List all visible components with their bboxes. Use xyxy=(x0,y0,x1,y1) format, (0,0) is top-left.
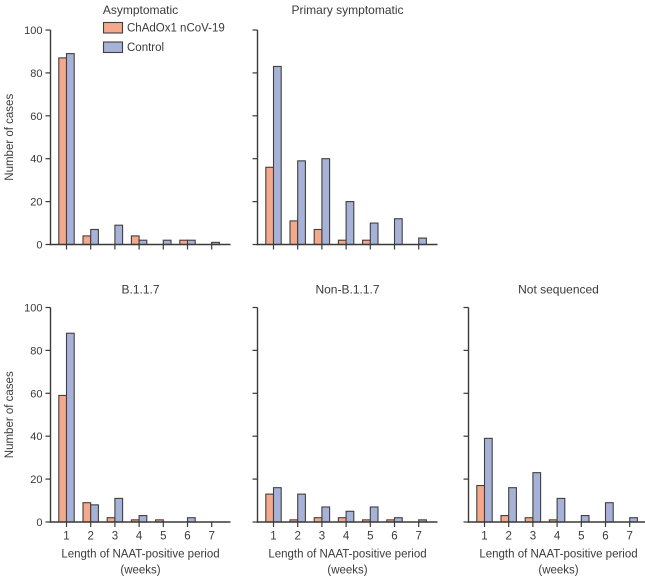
bar-control-week-2 xyxy=(90,228,99,246)
bar-control-week-1 xyxy=(65,53,75,246)
x-tick-label: 5 xyxy=(367,531,373,543)
x-axis-label-line1: Length of NAAT-positive period xyxy=(61,549,219,561)
y-tick-label: 40 xyxy=(30,154,42,166)
y-tick-label: 0 xyxy=(36,240,42,252)
bar-control-week-6 xyxy=(393,218,403,246)
bar-control-week-1 xyxy=(272,65,282,246)
x-axis-label-line2: (weeks) xyxy=(538,565,578,577)
subplot-title: B.1.1.7 xyxy=(121,283,159,297)
bar-chadox-week-4 xyxy=(130,235,140,246)
bar-control-week-4 xyxy=(138,515,148,523)
bar-chadox-week-1 xyxy=(265,166,275,246)
bar-control-week-3 xyxy=(321,506,331,523)
subplot-title: Not sequenced xyxy=(518,283,599,297)
bar-control-week-2 xyxy=(508,487,517,523)
legend-label-control: Control xyxy=(127,42,164,54)
x-tick-label: 6 xyxy=(602,531,608,543)
subplot-title: Primary symptomatic xyxy=(291,3,403,17)
y-tick-label: 80 xyxy=(30,345,42,357)
bar-control-week-5 xyxy=(580,515,590,523)
x-tick-label: 1 xyxy=(481,531,487,543)
x-tick-label: 4 xyxy=(136,531,143,543)
bar-chadox-week-2 xyxy=(500,515,510,523)
x-tick-label: 3 xyxy=(112,531,118,543)
bar-control-week-5 xyxy=(369,506,379,523)
x-tick-label: 3 xyxy=(530,531,536,543)
bar-control-week-7 xyxy=(418,237,427,246)
bar-control-week-4 xyxy=(556,497,566,523)
bar-control-week-3 xyxy=(321,158,331,246)
x-axis-label-line1: Length of NAAT-positive period xyxy=(268,549,426,561)
bar-control-week-2 xyxy=(90,504,99,523)
bar-control-week-2 xyxy=(297,160,306,246)
x-tick-label: 7 xyxy=(415,531,421,543)
bar-control-week-2 xyxy=(297,493,306,523)
x-tick-label: 1 xyxy=(270,531,276,543)
bar-control-week-1 xyxy=(65,332,75,523)
y-tick-label: 80 xyxy=(30,68,42,80)
bar-control-week-1 xyxy=(483,437,493,523)
bar-control-week-1 xyxy=(272,487,282,523)
y-axis-label: Number of cases xyxy=(4,371,16,458)
bar-control-week-4 xyxy=(345,201,355,246)
x-tick-label: 7 xyxy=(208,531,214,543)
x-tick-label: 2 xyxy=(505,531,511,543)
x-tick-label: 6 xyxy=(184,531,190,543)
bar-chadox-week-2 xyxy=(289,220,299,246)
bar-control-week-6 xyxy=(604,502,614,523)
bar-chadox-week-1 xyxy=(476,484,486,523)
x-axis-label-line1: Length of NAAT-positive period xyxy=(479,549,637,561)
y-tick-label: 100 xyxy=(24,303,42,315)
x-axis-label-line2: (weeks) xyxy=(327,565,367,577)
legend-label-chadox: ChAdOx1 nCoV-19 xyxy=(127,23,225,35)
y-tick-label: 20 xyxy=(30,197,42,209)
x-tick-label: 6 xyxy=(391,531,397,543)
bar-control-week-5 xyxy=(369,222,379,246)
subplot-title: Non-B.1.1.7 xyxy=(315,283,379,297)
bar-control-week-3 xyxy=(532,472,542,523)
subplot-title: Asymptomatic xyxy=(103,3,178,17)
bar-control-week-4 xyxy=(345,510,355,523)
x-tick-label: 4 xyxy=(343,531,350,543)
x-tick-label: 2 xyxy=(294,531,300,543)
y-axis-label: Number of cases xyxy=(4,94,16,181)
bar-chadox-week-1 xyxy=(265,493,275,523)
y-tick-label: 20 xyxy=(30,474,42,486)
x-tick-label: 5 xyxy=(578,531,584,543)
y-tick-label: 60 xyxy=(30,388,42,400)
bar-chadox-week-2 xyxy=(82,502,92,523)
bar-control-week-3 xyxy=(114,497,124,523)
y-tick-label: 100 xyxy=(24,25,42,37)
x-tick-label: 2 xyxy=(87,531,93,543)
x-tick-label: 5 xyxy=(160,531,166,543)
bar-chadox-week-3 xyxy=(313,228,323,246)
x-tick-label: 4 xyxy=(554,531,561,543)
bar-control-week-3 xyxy=(114,224,124,246)
bar-chadox-week-1 xyxy=(58,57,68,246)
x-tick-label: 1 xyxy=(63,531,69,543)
legend-swatch-chadox xyxy=(102,21,124,34)
bar-chadox-week-1 xyxy=(58,394,68,523)
legend-swatch-control xyxy=(102,41,124,54)
x-tick-label: 7 xyxy=(626,531,632,543)
bar-chadox-week-2 xyxy=(82,235,92,246)
y-tick-label: 60 xyxy=(30,111,42,123)
x-axis-label-line2: (weeks) xyxy=(120,565,160,577)
x-tick-label: 3 xyxy=(319,531,325,543)
y-tick-label: 40 xyxy=(30,431,42,443)
y-tick-label: 0 xyxy=(36,517,42,529)
